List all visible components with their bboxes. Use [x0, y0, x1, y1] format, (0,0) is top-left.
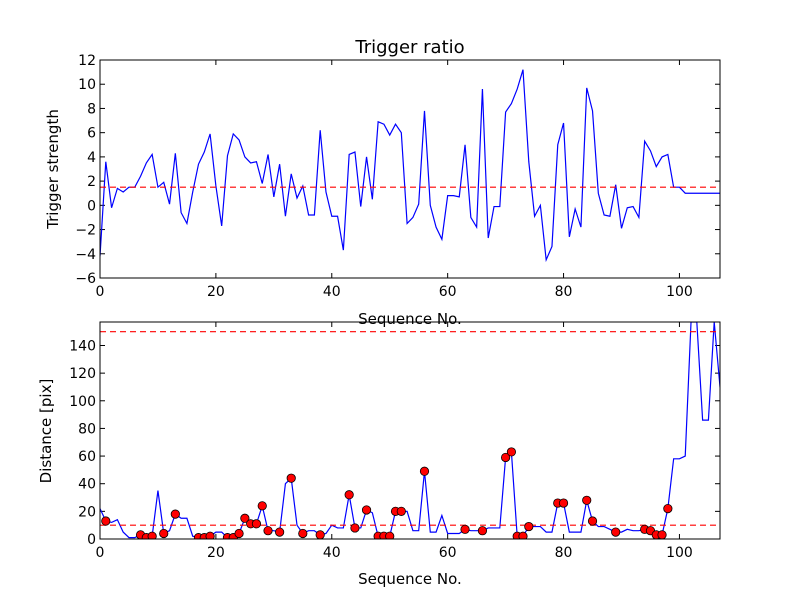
data-point-marker	[147, 531, 157, 539]
y-tick-label: 6	[87, 126, 96, 142]
data-point-marker	[350, 523, 360, 533]
top-plot-area	[99, 59, 721, 279]
chart-title: Trigger ratio	[354, 37, 464, 58]
data-point-marker	[315, 530, 325, 539]
data-point-marker	[251, 519, 262, 529]
y-tick-label: −2	[75, 223, 96, 239]
plot-clip-group	[100, 322, 720, 539]
y-tick-label: 120	[69, 366, 96, 382]
y-tick-label: −6	[75, 271, 96, 287]
series-line	[100, 69, 720, 263]
data-point-marker	[611, 527, 621, 537]
bottom-y-axis-label: Distance [pix]	[37, 379, 55, 484]
y-tick-label: 4	[87, 150, 96, 166]
y-tick-label: 140	[69, 338, 96, 354]
x-tick-label: 60	[439, 545, 457, 561]
bottom-plot-area	[99, 321, 721, 540]
trigger-ratio-panel: Trigger ratio Sequence No. Trigger stren…	[44, 37, 721, 328]
data-point-marker	[240, 513, 250, 523]
data-point-marker	[501, 452, 511, 463]
top-ticks: 0 20 40 60 80 100 −6 −4 −2 0 2 4 6 8 10 12	[75, 53, 720, 300]
axes-frame	[99, 321, 721, 540]
data-point-marker	[518, 531, 528, 539]
data-point-marker	[396, 506, 406, 516]
data-point-marker	[275, 527, 285, 537]
data-point-marker	[657, 530, 667, 539]
x-tick-label: 20	[207, 545, 225, 561]
y-tick-label: 0	[87, 198, 96, 214]
y-tick-label: 12	[78, 53, 96, 69]
x-tick-label: 100	[666, 284, 693, 300]
data-point-marker	[506, 447, 517, 457]
y-tick-label: 10	[78, 77, 96, 93]
x-tick-label: 0	[96, 284, 105, 300]
x-tick-label: 60	[439, 284, 457, 300]
data-point-marker	[477, 526, 488, 536]
data-point-marker	[298, 528, 308, 539]
data-point-marker	[361, 505, 372, 515]
data-point-marker	[205, 531, 215, 539]
data-point-marker	[257, 501, 267, 511]
y-tick-label: 0	[87, 532, 96, 548]
x-tick-label: 20	[207, 284, 225, 300]
data-point-marker	[159, 528, 169, 539]
y-tick-label: 8	[87, 101, 96, 117]
y-tick-label: 80	[78, 421, 96, 437]
axes-frame	[99, 59, 721, 279]
top-x-axis-label: Sequence No.	[358, 310, 462, 328]
y-tick-label: 40	[78, 477, 96, 493]
x-tick-label: 80	[555, 284, 573, 300]
x-tick-label: 40	[323, 284, 341, 300]
x-tick-label: 0	[96, 545, 105, 561]
data-point-marker	[286, 473, 296, 483]
data-point-marker	[385, 531, 395, 539]
distance-panel: Sequence No. Distance [pix] 0 20 40 60 80 100…	[37, 321, 721, 588]
y-tick-label: 60	[78, 449, 96, 465]
data-point-marker	[587, 516, 598, 526]
data-point-marker	[419, 466, 430, 476]
data-point-marker	[524, 521, 534, 532]
data-point-marker	[170, 509, 180, 519]
plot-clip-group	[100, 69, 720, 263]
data-point-marker	[101, 516, 111, 526]
y-tick-label: −4	[75, 247, 96, 263]
data-point-marker	[558, 498, 569, 508]
data-point-marker	[344, 490, 354, 500]
top-y-axis-label: Trigger strength	[44, 109, 62, 230]
y-tick-label: 2	[87, 174, 96, 190]
data-point-marker	[460, 524, 470, 534]
data-point-marker	[663, 503, 673, 514]
data-point-marker	[234, 528, 244, 539]
y-tick-label: 100	[69, 394, 96, 410]
y-tick-label: 20	[78, 504, 96, 520]
bottom-ticks: 0 20 40 60 80 100 0 20 40 60 80 100 120 140	[69, 322, 720, 561]
data-point-marker	[582, 495, 592, 505]
bottom-x-axis-label: Sequence No.	[358, 570, 462, 588]
x-tick-label: 40	[323, 545, 341, 561]
data-point-marker	[263, 526, 273, 536]
x-tick-label: 80	[555, 545, 573, 561]
x-tick-label: 100	[666, 545, 693, 561]
